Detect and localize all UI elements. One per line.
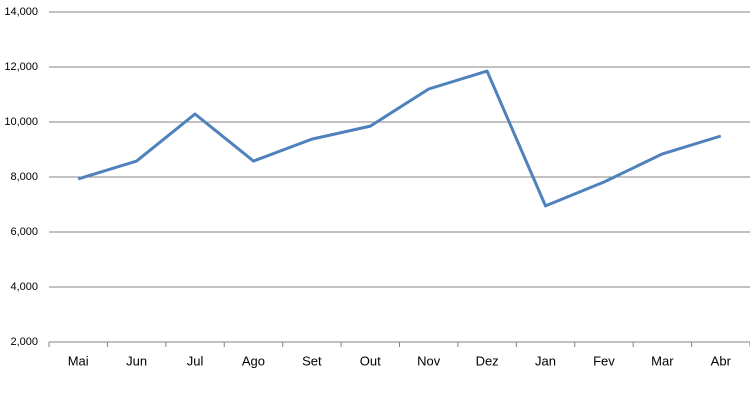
y-tick-label: 6,000 — [10, 226, 38, 238]
x-tick-label: Out — [360, 353, 381, 368]
y-tick-label: 12,000 — [4, 61, 38, 73]
y-tick-label: 8,000 — [10, 171, 38, 183]
x-tick-label: Jan — [535, 353, 556, 368]
y-tick-label: 2,000 — [10, 336, 38, 348]
x-tick-label: Jun — [126, 353, 147, 368]
data-line — [77, 69, 722, 208]
x-tick-label: Nov — [417, 353, 441, 368]
x-tick-label: Ago — [242, 353, 265, 368]
y-tick-label: 10,000 — [4, 116, 38, 128]
x-tick-label: Abr — [711, 353, 732, 368]
y-tick-label: 4,000 — [10, 281, 38, 293]
x-tick-label: Mar — [651, 353, 674, 368]
x-tick-label: Jul — [187, 353, 204, 368]
x-tick-label: Fev — [593, 353, 615, 368]
x-tick-label: Dez — [476, 353, 499, 368]
x-tick-label: Set — [302, 353, 322, 368]
y-tick-label: 14,000 — [4, 6, 38, 18]
x-tick-label: Mai — [68, 353, 89, 368]
